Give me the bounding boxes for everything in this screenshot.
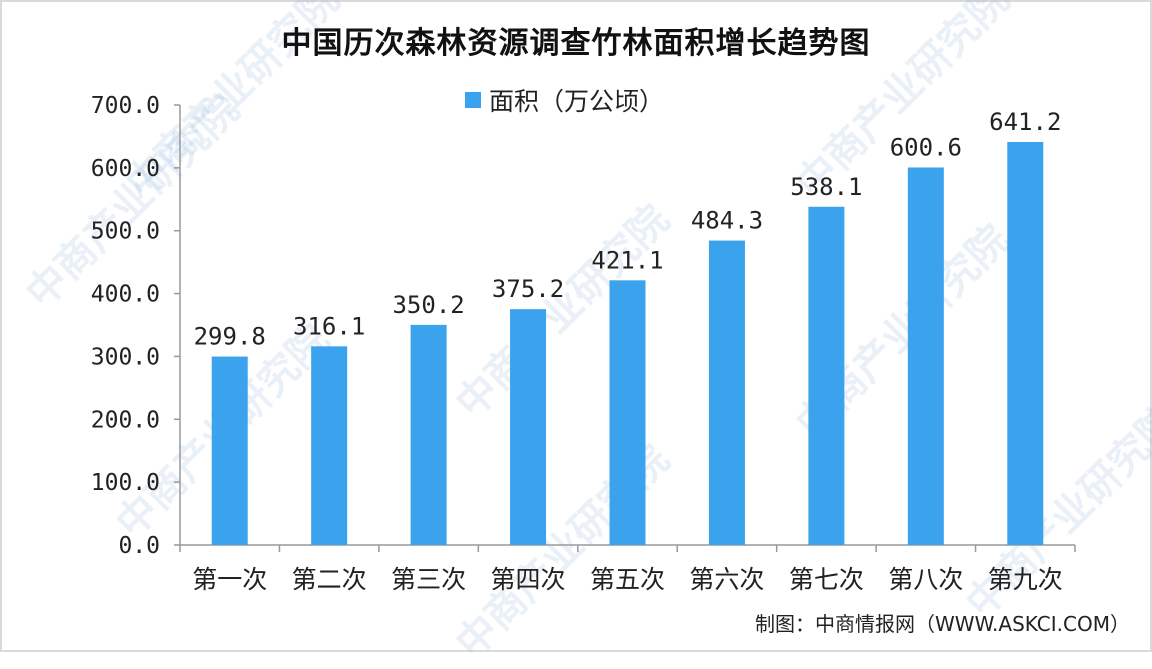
y-tick-label: 200.0: [91, 407, 160, 433]
x-category-label: 第二次: [292, 565, 367, 594]
x-category-label: 第八次: [888, 565, 963, 594]
bar: [609, 280, 646, 545]
bar-value-label: 641.2: [989, 108, 1061, 136]
bar: [510, 309, 547, 545]
bar-value-label: 484.3: [691, 207, 763, 235]
bar-value-label: 350.2: [392, 291, 464, 319]
bar-value-label: 375.2: [492, 275, 564, 303]
y-tick-label: 400.0: [91, 282, 160, 308]
y-tick-label: 700.0: [91, 93, 160, 119]
y-tick-label: 0.0: [118, 533, 160, 559]
bar-value-label: 421.1: [591, 246, 663, 274]
x-category-label: 第九次: [988, 565, 1063, 594]
x-category-label: 第五次: [590, 565, 665, 594]
legend: 面积（万公顷）: [465, 84, 664, 116]
x-category-label: 第三次: [391, 565, 466, 594]
bar-value-label: 316.1: [293, 312, 365, 340]
bar-value-label: 299.8: [194, 323, 266, 351]
bar: [808, 206, 845, 545]
x-category-label: 第七次: [789, 565, 864, 594]
source-note: 制图：中商情报网（WWW.ASKCI.COM）: [755, 612, 1130, 636]
bar: [907, 167, 944, 546]
x-category-label: 第六次: [689, 565, 764, 594]
chart-frame: [0, 0, 1152, 652]
y-tick-label: 100.0: [91, 470, 160, 496]
bar: [708, 240, 745, 545]
chart-title: 中国历次森林资源调查竹林面积增长趋势图: [281, 26, 871, 61]
legend-swatch: [465, 92, 481, 108]
y-tick-label: 500.0: [91, 219, 160, 245]
legend-label: 面积（万公顷）: [489, 87, 665, 116]
y-tick-label: 300.0: [91, 344, 160, 370]
bar: [311, 346, 348, 545]
bar-value-label: 538.1: [790, 173, 862, 201]
bar: [410, 324, 447, 545]
bar: [211, 356, 248, 545]
bar-chart: 0.0 100.0 200.0 300.0 400.0 500.0 600.0 700.0 29…: [91, 93, 1076, 594]
y-tick-label: 600.0: [91, 156, 160, 182]
x-category-label: 第一次: [192, 565, 267, 594]
bar: [1007, 141, 1044, 545]
x-category-label: 第四次: [491, 565, 566, 594]
bar-value-label: 600.6: [890, 133, 962, 161]
